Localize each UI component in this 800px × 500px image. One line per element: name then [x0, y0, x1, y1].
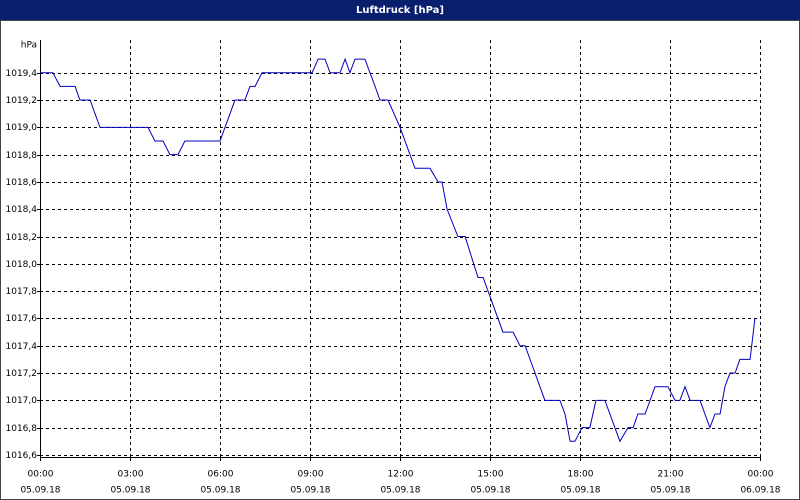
title-bar — [0, 0, 800, 20]
x-tick-date: 05.09.18 — [560, 486, 600, 496]
y-tick-label: 1017,2 — [6, 369, 38, 379]
x-tick-date: 05.09.18 — [290, 486, 330, 496]
x-tick-date: 05.09.18 — [110, 486, 150, 496]
x-tick-date: 05.09.18 — [20, 486, 60, 496]
x-tick-date: 05.09.18 — [380, 486, 420, 496]
y-tick-label: 1018,8 — [6, 151, 38, 161]
x-tick-label: 18:00 — [568, 470, 594, 480]
y-tick-label: 1016,6 — [6, 451, 38, 461]
x-tick-label: 00:00 — [748, 470, 774, 480]
data-line — [40, 57, 756, 443]
y-tick-label: 1017,4 — [6, 342, 38, 352]
x-tick-label: 09:00 — [298, 470, 324, 480]
y-tick-label: 1018,4 — [6, 205, 38, 215]
x-tick-label: 06:00 — [208, 470, 234, 480]
chart-title: Luftdruck [hPa] — [356, 5, 444, 16]
y-tick-label: 1017,6 — [6, 314, 38, 324]
x-tick-date: 06.09.18 — [740, 486, 780, 496]
x-tick-date: 05.09.18 — [200, 486, 240, 496]
y-tick-label: 1019,0 — [6, 123, 38, 133]
y-tick-label: 1019,2 — [6, 96, 38, 106]
y-axis-label: hPa — [21, 41, 37, 51]
y-tick-label: 1018,0 — [6, 260, 38, 270]
y-tick-label: 1018,6 — [6, 178, 38, 188]
x-tick-label: 12:00 — [388, 470, 414, 480]
x-tick-label: 21:00 — [658, 470, 684, 480]
x-tick-date: 05.09.18 — [470, 486, 510, 496]
x-tick-label: 00:00 — [28, 470, 54, 480]
y-tick-label: 1019,4 — [6, 69, 38, 79]
x-tick-label: 15:00 — [478, 470, 504, 480]
y-tick-label: 1017,0 — [6, 396, 38, 406]
x-tick-label: 03:00 — [118, 470, 144, 480]
y-tick-label: 1018,2 — [6, 233, 38, 243]
y-tick-label: 1016,8 — [6, 424, 38, 434]
y-tick-label: 1017,8 — [6, 287, 38, 297]
x-tick-date: 05.09.18 — [650, 486, 690, 496]
